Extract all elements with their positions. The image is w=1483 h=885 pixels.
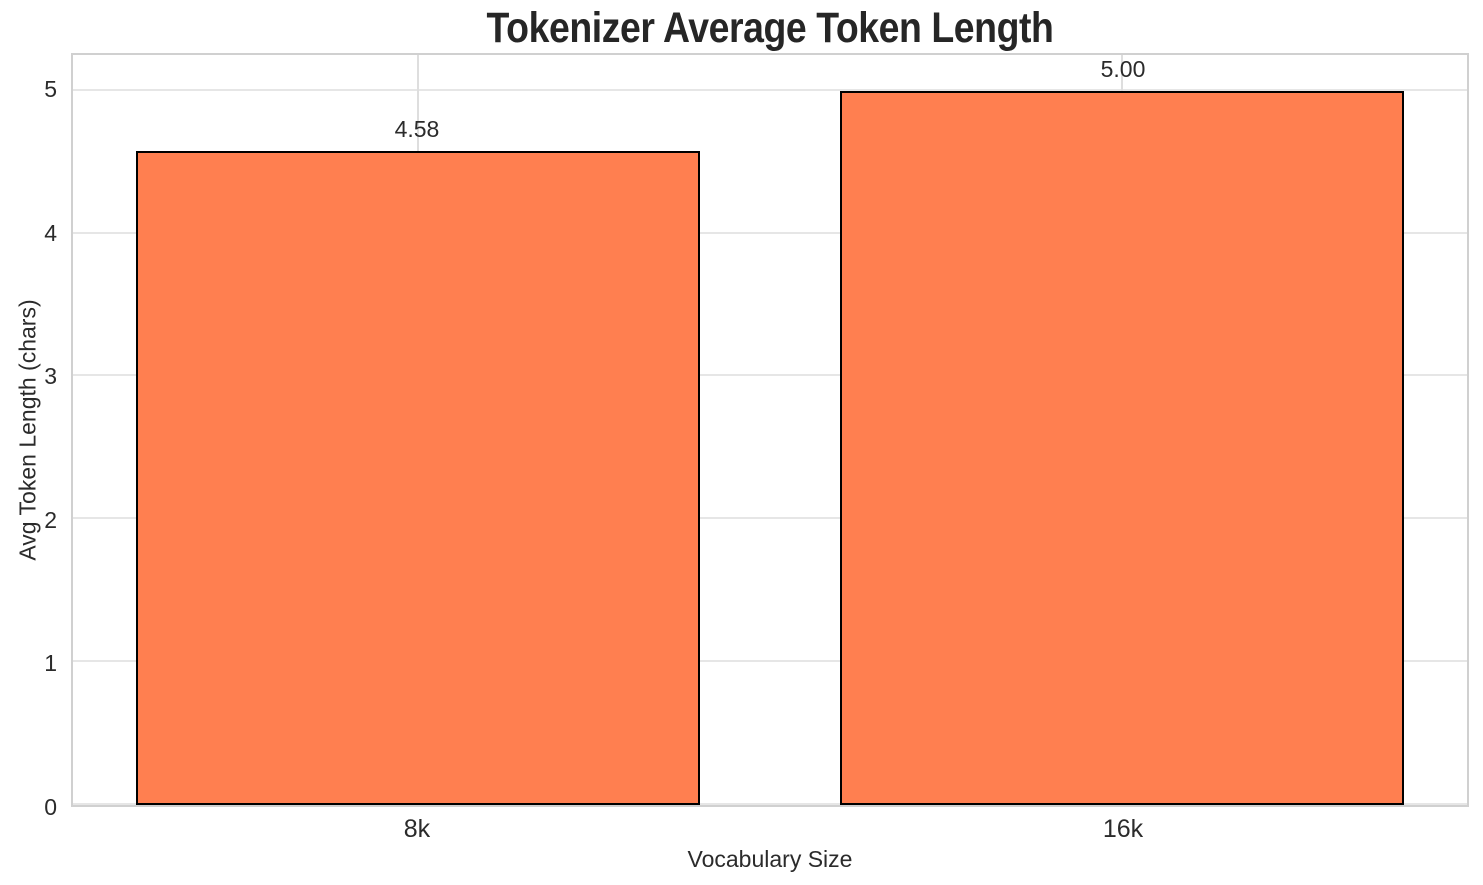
y-tick-label: 4 bbox=[44, 219, 57, 246]
y-tick-label: 2 bbox=[44, 506, 57, 533]
x-tick-label: 16k bbox=[1102, 815, 1144, 843]
x-tick-label: 8k bbox=[403, 815, 431, 843]
plot-area bbox=[71, 53, 1469, 807]
chart-title: Tokenizer Average Token Length bbox=[486, 4, 1054, 52]
x-axis-label: Vocabulary Size bbox=[687, 846, 853, 872]
bar-value-label: 4.58 bbox=[394, 116, 440, 143]
h-gridline bbox=[73, 660, 1467, 663]
bar-16k bbox=[840, 90, 1404, 805]
h-gridline bbox=[73, 231, 1467, 234]
bar-8k bbox=[136, 150, 700, 805]
h-gridline bbox=[73, 88, 1467, 91]
y-tick-label: 1 bbox=[44, 650, 57, 677]
y-tick-label: 3 bbox=[44, 363, 57, 390]
h-gridline bbox=[73, 803, 1467, 805]
y-tick-label: 5 bbox=[44, 75, 57, 102]
y-tick-label: 0 bbox=[44, 794, 57, 820]
bar-value-label: 5.00 bbox=[1100, 55, 1146, 82]
h-gridline bbox=[73, 517, 1467, 520]
h-gridline bbox=[73, 374, 1467, 377]
